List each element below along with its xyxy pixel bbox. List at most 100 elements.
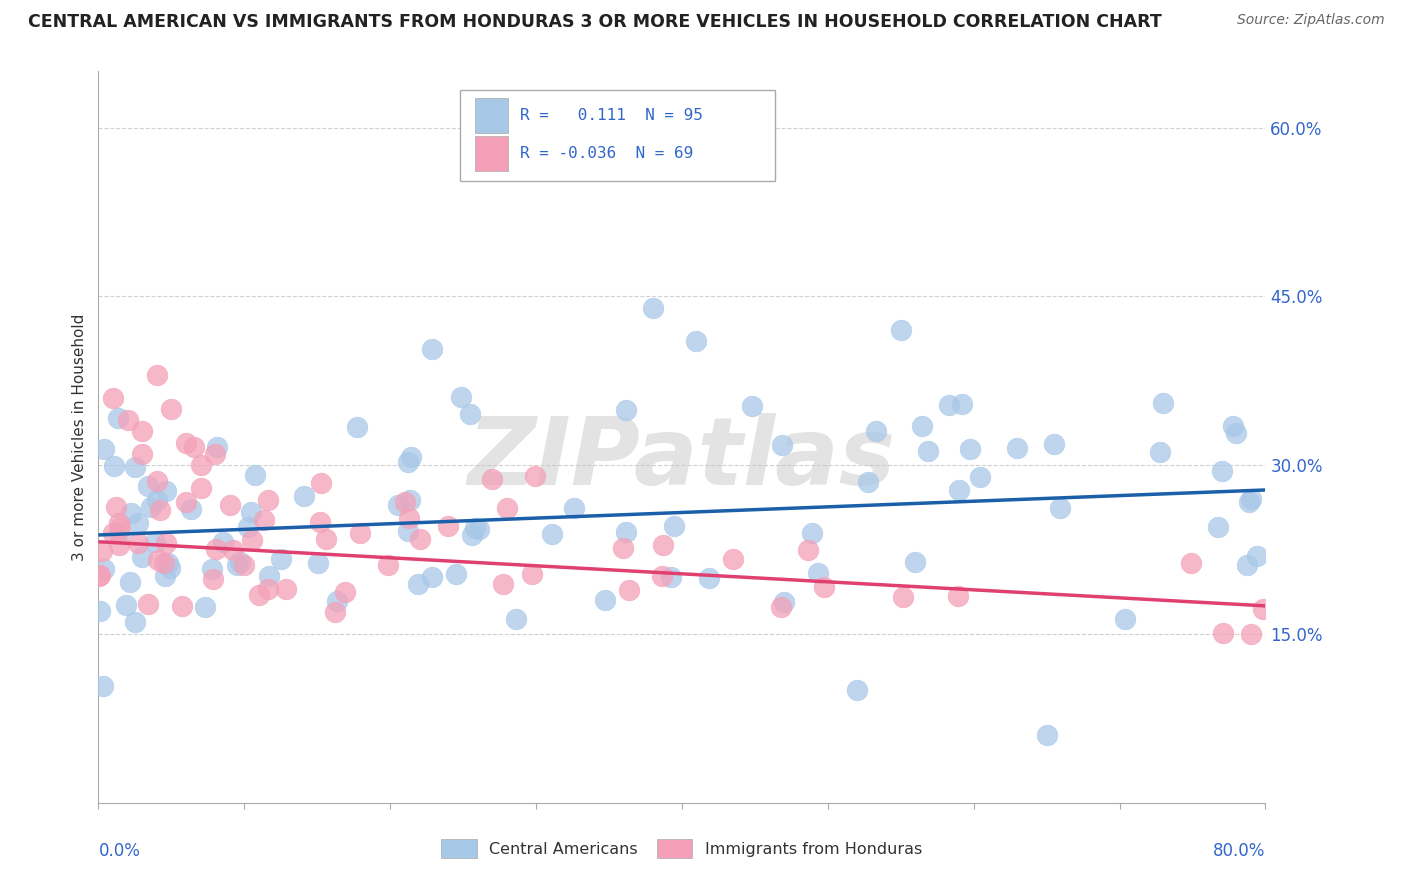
Legend: Central Americans, Immigrants from Honduras: Central Americans, Immigrants from Hondu… — [434, 833, 929, 864]
Point — [104, 500, 127, 514]
Point — [155, 483, 177, 498]
Point — [659, 570, 682, 584]
Point — [89, 568, 111, 582]
Point — [946, 589, 969, 603]
Point — [1225, 425, 1247, 440]
Point — [226, 558, 249, 572]
Point — [131, 447, 153, 461]
Point — [201, 572, 224, 586]
Point — [326, 594, 349, 608]
Point — [904, 555, 927, 569]
Point — [91, 679, 114, 693]
Point — [136, 479, 159, 493]
Point — [143, 535, 166, 549]
Point — [806, 566, 828, 581]
Point — [396, 455, 419, 469]
Point — [190, 458, 212, 473]
Point — [1222, 418, 1244, 433]
Point — [90, 544, 112, 558]
Point — [1251, 602, 1274, 616]
Point — [190, 481, 212, 495]
Point — [228, 555, 250, 569]
Point — [146, 492, 169, 507]
Text: R =   0.111  N = 95: R = 0.111 N = 95 — [520, 108, 703, 123]
Point — [398, 511, 420, 525]
Point — [617, 582, 640, 597]
Point — [183, 440, 205, 454]
Point — [540, 527, 562, 541]
Point — [172, 599, 194, 613]
Point — [236, 520, 259, 534]
Point — [131, 425, 153, 439]
Point — [1240, 627, 1263, 641]
Point — [399, 450, 422, 465]
Point — [93, 562, 115, 576]
Point — [741, 400, 763, 414]
Point — [87, 568, 110, 582]
Point — [240, 505, 263, 519]
Point — [697, 571, 720, 585]
Point — [159, 561, 181, 575]
Point — [522, 567, 544, 582]
Point — [917, 443, 939, 458]
Point — [108, 521, 131, 535]
Point — [323, 605, 346, 619]
Point — [205, 541, 228, 556]
Point — [813, 580, 835, 594]
Point — [464, 521, 486, 535]
Point — [346, 420, 368, 434]
Bar — [475, 98, 508, 133]
Point — [127, 516, 149, 531]
Point — [1043, 437, 1066, 451]
Point — [562, 501, 585, 516]
Point — [153, 568, 176, 582]
Point — [950, 397, 973, 411]
Point — [387, 498, 409, 512]
Text: 80.0%: 80.0% — [1213, 842, 1265, 860]
Point — [1240, 491, 1263, 506]
Point — [117, 413, 139, 427]
Point — [1211, 464, 1233, 478]
Point — [492, 576, 515, 591]
Point — [377, 558, 399, 573]
Point — [103, 458, 125, 473]
Point — [153, 556, 176, 570]
Point — [523, 468, 546, 483]
Point — [174, 435, 197, 450]
Point — [614, 402, 637, 417]
Point — [201, 562, 224, 576]
Point — [146, 553, 169, 567]
Point — [614, 525, 637, 540]
Point — [420, 343, 443, 357]
Point — [257, 582, 280, 596]
Point — [156, 556, 179, 570]
Point — [240, 533, 263, 547]
Point — [865, 424, 887, 438]
Point — [1049, 501, 1071, 516]
Point — [138, 597, 160, 611]
Point — [436, 518, 458, 533]
Point — [204, 447, 226, 461]
Bar — [475, 136, 508, 171]
Point — [256, 492, 278, 507]
Point — [257, 569, 280, 583]
Point — [124, 615, 146, 629]
Point — [772, 595, 794, 609]
Point — [959, 442, 981, 457]
Point — [1114, 612, 1136, 626]
Point — [146, 368, 169, 383]
Point — [247, 588, 270, 602]
Y-axis label: 3 or more Vehicles in Household: 3 or more Vehicles in Household — [72, 313, 87, 561]
Point — [211, 534, 233, 549]
Point — [891, 590, 914, 604]
Point — [770, 599, 793, 614]
FancyBboxPatch shape — [460, 90, 775, 181]
Point — [1206, 520, 1229, 534]
Point — [409, 533, 432, 547]
Point — [948, 483, 970, 498]
Point — [890, 323, 912, 337]
Point — [796, 542, 818, 557]
Point — [315, 533, 337, 547]
Point — [505, 612, 527, 626]
Point — [911, 419, 934, 434]
